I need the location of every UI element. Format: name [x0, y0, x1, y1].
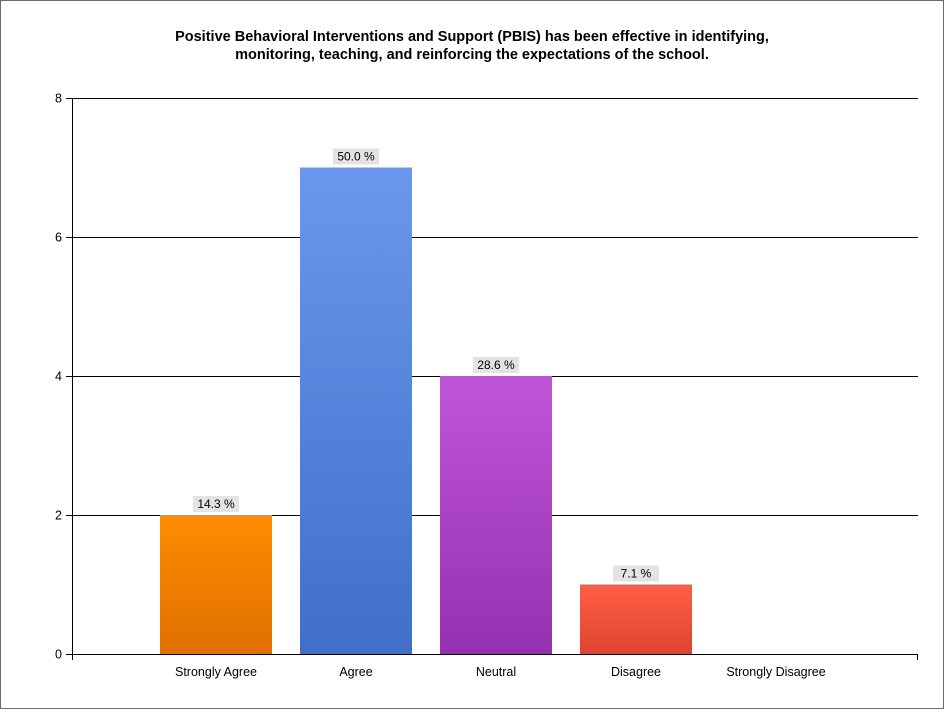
- bars: [160, 167, 692, 654]
- x-category-label: Disagree: [611, 665, 661, 679]
- data-label-background: [333, 148, 379, 165]
- data-label: 28.6 %: [477, 358, 515, 372]
- data-label-background: [193, 496, 239, 512]
- data-label-background: [613, 565, 659, 582]
- bar-neutral: [440, 376, 552, 654]
- data-label: 7.1 %: [621, 567, 652, 581]
- x-category-label: Strongly Agree: [175, 665, 257, 679]
- bar-disagree: [580, 584, 692, 654]
- bar-strongly-agree: [160, 515, 272, 654]
- data-label: 50.0 %: [337, 150, 375, 164]
- y-tick-label: 8: [55, 92, 62, 106]
- x-category-label: Neutral: [476, 665, 516, 679]
- chart-title-line-2: monitoring, teaching, and reinforcing th…: [235, 47, 709, 63]
- x-category-label: Agree: [339, 665, 372, 679]
- data-label: 14.3 %: [197, 497, 235, 511]
- labels: 0 2 4 6 8 14.3 % Strongly Agree 50.0 % Agree 28.6…: [55, 92, 826, 680]
- chart-title-line-1: Positive Behavioral Interventions and Su…: [175, 29, 769, 45]
- y-tick-label: 4: [55, 370, 62, 384]
- bar-agree: [300, 167, 412, 654]
- chart-title: Positive Behavioral Interventions and Su…: [0, 28, 944, 64]
- data-label-background: [473, 357, 519, 373]
- y-tick-label: 6: [55, 231, 62, 245]
- x-category-label: Strongly Disagree: [726, 665, 825, 679]
- y-tick-label: 0: [55, 648, 62, 662]
- y-tick-label: 2: [55, 509, 62, 523]
- axes: [66, 98, 918, 660]
